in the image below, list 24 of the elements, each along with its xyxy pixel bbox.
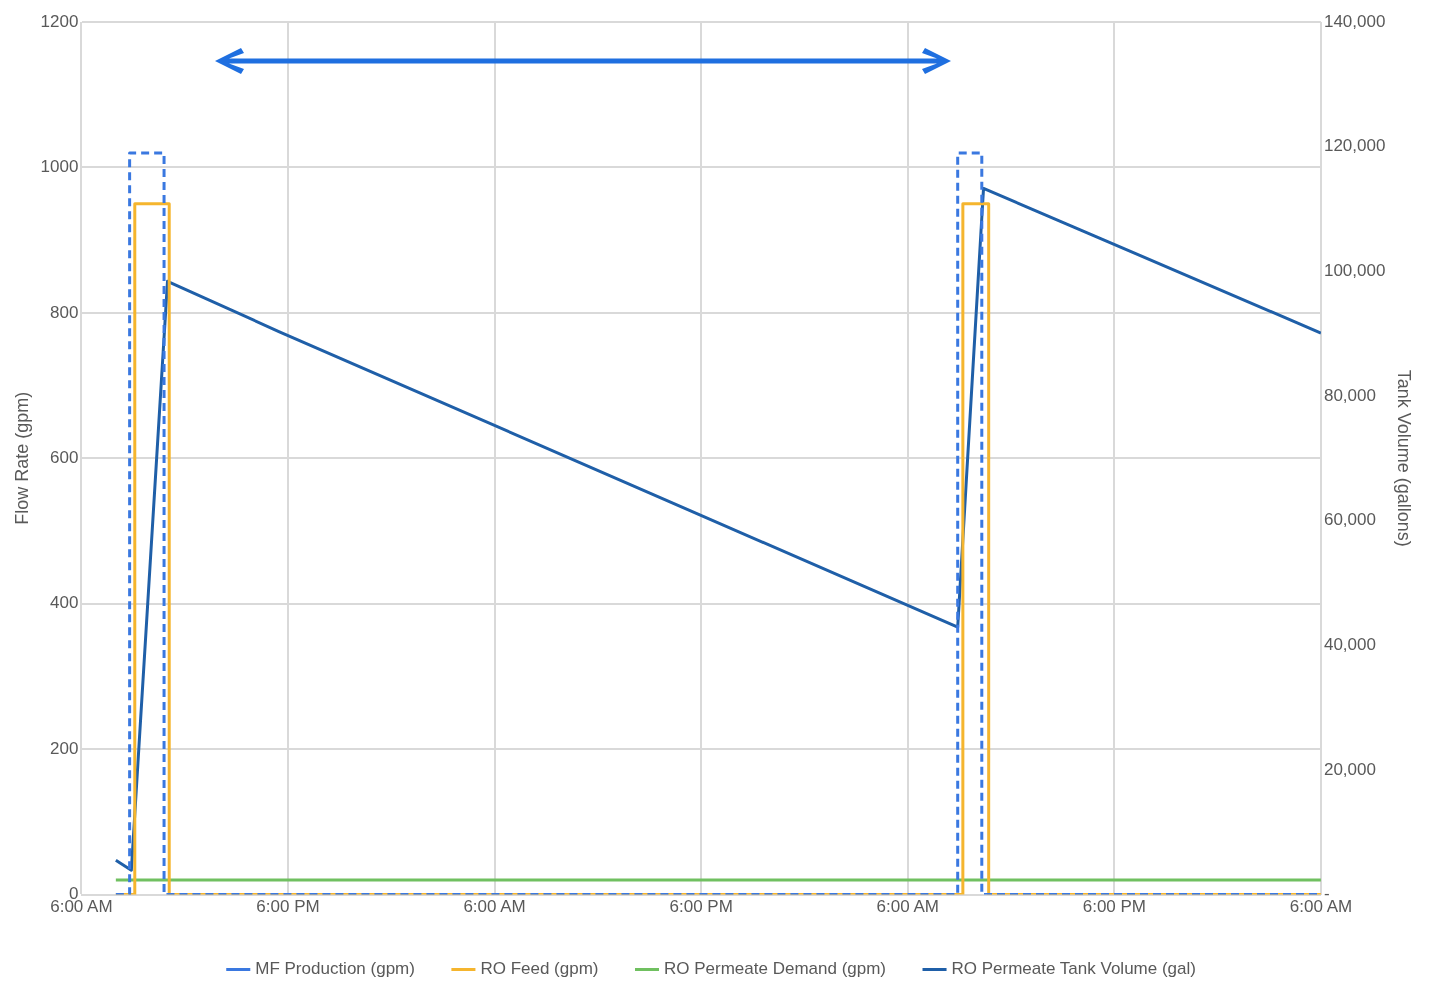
x-tick-label: 6:00 AM [876, 897, 939, 917]
y2-tick-label: 40,000 [1323, 634, 1376, 654]
y-tick-label: 200 [50, 738, 79, 758]
legend-label: RO Permeate Tank Volume (gal) [951, 959, 1196, 979]
legend-label: MF Production (gpm) [255, 959, 415, 979]
x-tick-label: 6:00 AM [463, 897, 526, 917]
x-tick-label: 6:00 PM [256, 897, 320, 917]
x-tick-label: 6:00 PM [1082, 897, 1147, 917]
y2-tick-label: 140,000 [1323, 11, 1386, 31]
y2-axis-title: Tank Volume (gallons) [1394, 369, 1415, 547]
x-tick-label: 6:00 PM [669, 897, 733, 917]
y-tick-label: 1200 [40, 11, 79, 31]
legend-label: RO Feed (gpm) [480, 959, 599, 979]
y2-tick-label: 100,000 [1323, 261, 1386, 280]
y-tick-label: 800 [50, 302, 79, 322]
legend-label: RO Permeate Demand (gpm) [664, 959, 887, 979]
y2-tick-label: 60,000 [1323, 510, 1376, 530]
y2-tick-label: 120,000 [1323, 136, 1386, 156]
y-tick-label: 400 [50, 593, 79, 613]
y-axis-title: Flow Rate (gpm) [11, 391, 32, 525]
y2-tick-label: 20,000 [1323, 759, 1376, 779]
y-tick-label: 600 [50, 447, 79, 467]
y2-tick-label: 80,000 [1323, 385, 1376, 405]
y-tick-label: 1000 [40, 157, 79, 177]
